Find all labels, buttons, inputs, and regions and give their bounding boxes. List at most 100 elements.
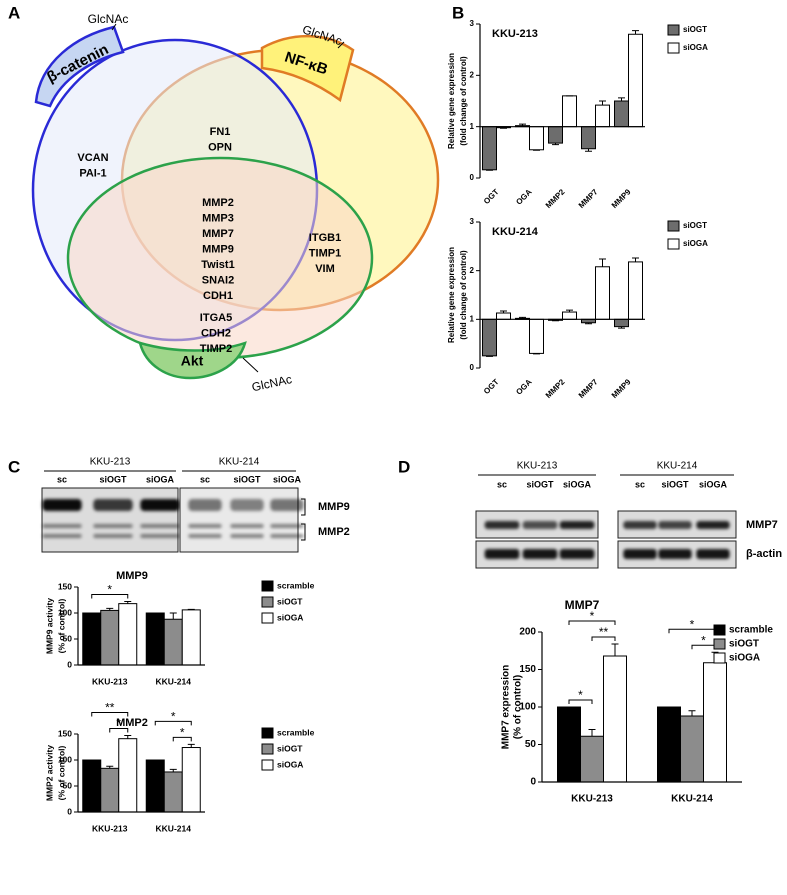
venn-gene: CDH2 [201,327,231,339]
bar [581,126,596,150]
bar [614,318,629,328]
bar [595,266,610,320]
y-tick-label: 50 [525,739,537,750]
error-bar [500,127,507,129]
blot-band [230,524,264,528]
blot-band [230,499,264,511]
y-tick-label: 0 [67,659,72,669]
x-tick-label: OGA [514,377,533,396]
y-axis-label: (fold change of control) [459,250,468,340]
blot-band [522,521,558,529]
bar [82,759,102,813]
lane-label: siOGA [273,474,302,484]
y-tick-label: 0 [470,173,475,182]
venn-gene: TIMP1 [309,247,341,259]
bar [603,655,627,783]
legend-label: siOGT [277,596,303,606]
y-axis-label: Relative gene expression [447,247,456,343]
lane-label: siOGT [99,474,127,484]
significance-label: * [116,717,121,731]
cell-line-label: KKU-214 [219,457,260,468]
bar [82,612,102,666]
venn-cap-akt [138,341,247,380]
bar [562,311,577,320]
error-bar [187,608,195,610]
y-tick-label: 3 [470,19,475,28]
legend-swatch [261,596,274,608]
legend-label: siOGA [683,239,708,248]
significance-bracket [568,620,616,625]
venn-cap-tag: GlcNAc [88,12,129,26]
legend-label: scramble [729,625,773,636]
venn-gene: OPN [208,141,232,153]
y-tick-label: 0 [530,777,536,788]
significance-label: * [107,583,112,597]
legend-swatch [667,238,680,250]
x-tick-label: KKU-213 [92,823,128,833]
blot-band [140,499,180,511]
blot-band [188,534,222,538]
bar [482,126,497,171]
error-bar [611,643,619,656]
bar [614,100,629,128]
legend-swatch [713,652,726,664]
venn-gene: MMP3 [202,212,234,224]
error-bar [585,148,592,152]
blot-band [188,524,222,528]
venn-gene: Twist1 [201,259,234,271]
error-bar [599,100,606,106]
x-tick-label: OGT [482,377,501,396]
venn-gene: ITGB1 [309,232,341,244]
cell-line-label: KKU-214 [657,461,698,472]
bar-chart: MMP9 MMP9 activity (% of control)0 50 100 150… [44,570,314,686]
significance-label: ** [599,625,609,639]
y-axis-label: MMP7 expression [501,665,512,749]
chart-title: KKU-214 [492,226,539,238]
error-bar [566,309,573,313]
panel-label: B [452,3,464,22]
legend-swatch [261,727,274,739]
band-label: β-actin [746,548,782,560]
error-bar [124,735,132,739]
significance-bracket [568,699,593,704]
bar [100,609,120,666]
x-tick-label: OGT [482,187,501,206]
y-tick-label: 1 [470,122,475,131]
y-tick-label: 0 [470,363,475,372]
bar-chart: MMP2 MMP2 activity (% of control)0 50 100 150… [44,701,314,834]
y-tick-label: 200 [519,627,536,638]
error-bar [632,257,639,262]
blot-band [522,549,558,559]
blot-band [559,521,595,529]
chart-title: MMP7 [565,598,600,612]
legend-swatch [261,580,274,592]
legend-swatch [713,638,726,650]
lane-label: siOGA [146,474,175,484]
legend-swatch [667,42,680,54]
bar [548,126,563,144]
bar [580,735,604,783]
y-tick-label: 150 [58,728,72,738]
error-bar [187,743,195,748]
blot-band [696,549,730,559]
chart-title: MMP2 [116,717,148,729]
error-bar [106,765,114,769]
legend-swatch [667,220,680,232]
bar [628,261,643,320]
y-axis-label: (% of control) [513,675,524,739]
significance-bracket [172,736,192,742]
blot-band [42,499,82,511]
x-tick-label: MMP2 [544,187,567,210]
bar [680,715,704,783]
venn-gene: CDH1 [203,290,233,302]
blot-band [623,549,657,559]
x-tick-label: MMP7 [577,377,600,400]
y-tick-label: 100 [58,754,72,764]
bar-chart: MMP7 MMP7 expression (% of control) 0 50 100 1… [501,598,774,804]
lane-label: siOGA [699,479,728,489]
lane-label: sc [635,479,645,489]
x-tick-label: MMP7 [577,187,600,210]
y-tick-label: 50 [63,633,73,643]
legend-label: siOGA [729,653,760,664]
